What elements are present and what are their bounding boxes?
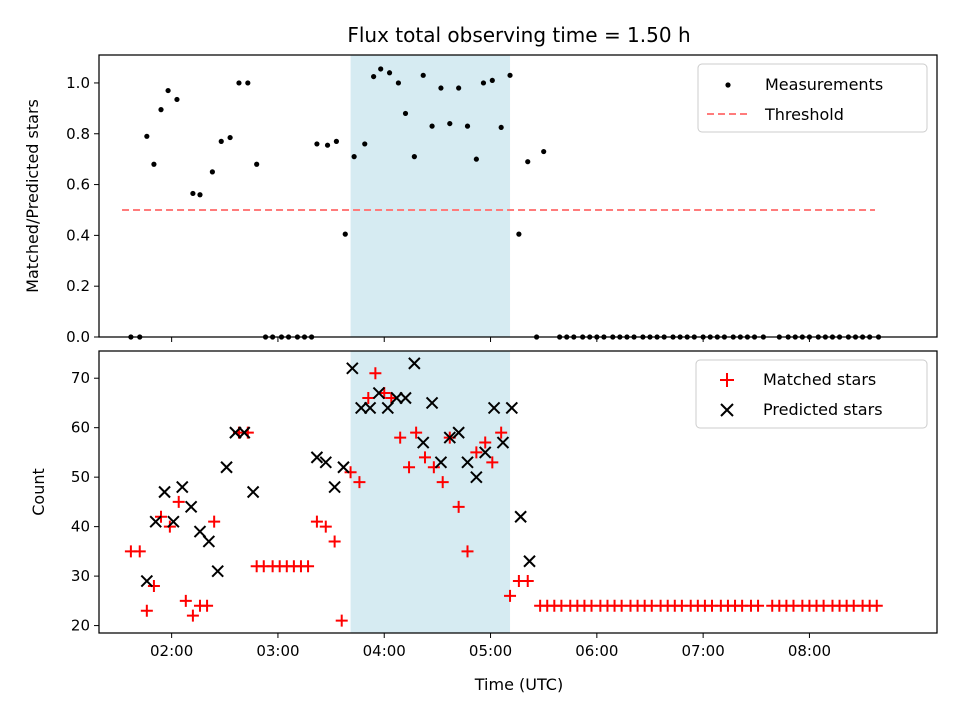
data-point [438,85,443,90]
data-point [456,85,461,90]
data-point [362,141,367,146]
legend-label-measurements: Measurements [765,75,883,94]
data-point [481,80,486,85]
data-point [474,157,479,162]
y-tick-label: 60 [71,419,90,437]
top-legend: Measurements Threshold [698,64,927,132]
data-point [465,124,470,129]
chart-title: Flux total observing time = 1.50 h [347,23,690,47]
data-point [144,134,149,139]
x-tick-label: 06:00 [575,642,618,660]
data-point [516,232,521,237]
data-point [254,162,259,167]
data-point [403,111,408,116]
data-point [245,80,250,85]
x-tick-label: 05:00 [469,642,512,660]
data-point [490,78,495,83]
data-point [507,73,512,78]
bottom-y-axis-label: Count [29,468,48,516]
legend-label-threshold: Threshold [764,105,844,124]
data-point [343,232,348,237]
legend-label-matched: Matched stars [763,370,876,389]
data-point [190,191,195,196]
data-point [421,73,426,78]
x-tick-label: 03:00 [256,642,299,660]
data-point [236,80,241,85]
data-point [429,124,434,129]
x-tick-label: 08:00 [788,642,831,660]
data-point [412,154,417,159]
data-point [314,141,319,146]
x-tick-label: 02:00 [150,642,193,660]
data-point [387,70,392,75]
y-tick-label: 70 [71,369,90,387]
data-point [525,159,530,164]
data-point [165,88,170,93]
y-tick-label: 0.8 [66,125,90,143]
x-tick-label: 07:00 [682,642,725,660]
y-tick-label: 40 [71,518,90,536]
y-tick-label: 50 [71,468,90,486]
data-point [210,169,215,174]
data-point [499,125,504,130]
y-tick-label: 0.4 [66,226,90,244]
y-tick-label: 0.2 [66,277,90,295]
data-point [228,135,233,140]
data-point [371,74,376,79]
data-point [352,154,357,159]
top-y-axis-label: Matched/Predicted stars [23,99,42,293]
y-tick-label: 20 [71,617,90,635]
bottom-legend: Matched stars Predicted stars [696,360,927,428]
y-tick-label: 0.6 [66,176,90,194]
y-tick-label: 0.0 [66,328,90,346]
data-point [541,149,546,154]
data-point [447,121,452,126]
data-point [325,143,330,148]
y-tick-label: 30 [71,567,90,585]
data-point [378,66,383,71]
data-point [151,162,156,167]
x-axis-label: Time (UTC) [474,675,563,694]
figure: Flux total observing time = 1.50 h 0.0 0.… [0,0,960,720]
legend-marker-measurements [725,82,730,87]
data-point [197,192,202,197]
data-point [396,80,401,85]
x-tick-label: 04:00 [363,642,406,660]
legend-label-predicted: Predicted stars [763,400,883,419]
data-point [334,139,339,144]
y-tick-label: 1.0 [66,74,90,92]
highlight-span [351,351,510,633]
data-point [174,97,179,102]
data-point [158,107,163,112]
highlight-span [351,55,510,337]
data-point [219,139,224,144]
